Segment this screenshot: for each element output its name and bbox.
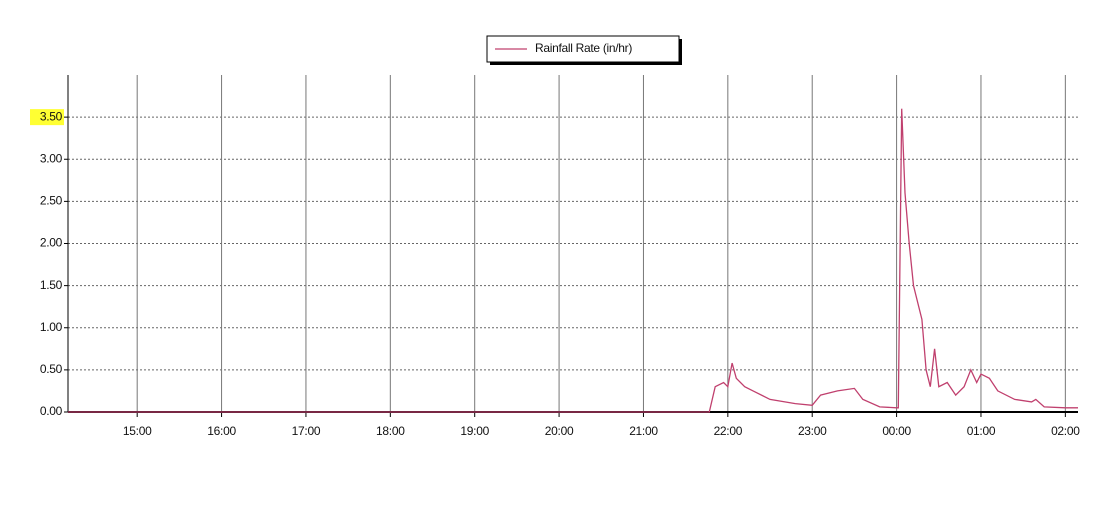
tick-highlight bbox=[30, 109, 64, 126]
y-tick-label: 1.50 bbox=[40, 278, 63, 292]
x-tick-label: 23:00 bbox=[798, 424, 827, 438]
x-tick-label: 21:00 bbox=[629, 424, 658, 438]
y-tick-label: 2.50 bbox=[40, 194, 63, 208]
x-tick-label: 01:00 bbox=[967, 424, 996, 438]
y-tick-label: 1.00 bbox=[40, 320, 63, 334]
x-tick-label: 02:00 bbox=[1051, 424, 1080, 438]
x-tick-label: 00:00 bbox=[882, 424, 911, 438]
x-tick-label: 22:00 bbox=[714, 424, 743, 438]
y-tick-label: 0.50 bbox=[40, 362, 63, 376]
x-tick-label: 15:00 bbox=[123, 424, 152, 438]
y-tick-label: 2.00 bbox=[40, 236, 63, 250]
legend-label: Rainfall Rate (in/hr) bbox=[535, 41, 632, 55]
x-tick-label: 19:00 bbox=[460, 424, 489, 438]
series-line bbox=[68, 108, 1078, 413]
x-tick-label: 18:00 bbox=[376, 424, 405, 438]
x-tick-label: 17:00 bbox=[292, 424, 321, 438]
y-tick-label: 3.00 bbox=[40, 151, 63, 165]
x-tick-label: 16:00 bbox=[207, 424, 236, 438]
y-tick-label: 0.00 bbox=[40, 404, 63, 418]
x-tick-label: 20:00 bbox=[545, 424, 574, 438]
y-tick-label: 3.50 bbox=[40, 109, 63, 123]
